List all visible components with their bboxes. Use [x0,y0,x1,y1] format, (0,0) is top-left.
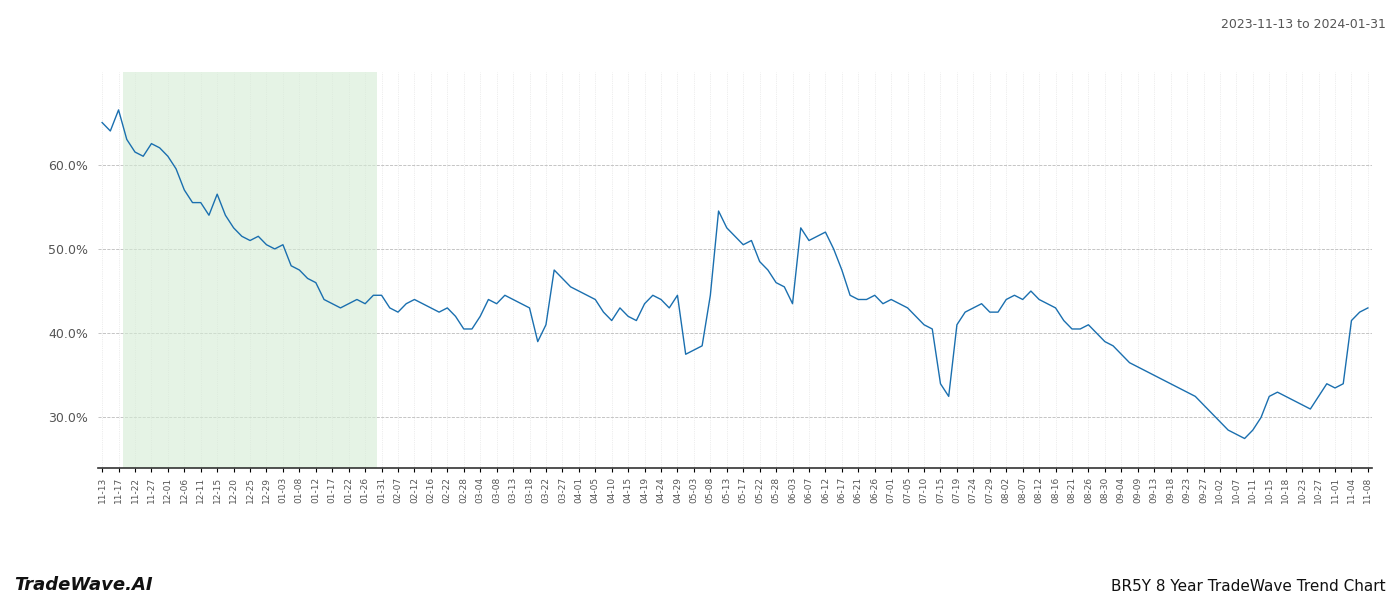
Bar [123,72,378,468]
Text: 2023-11-13 to 2024-01-31: 2023-11-13 to 2024-01-31 [1221,18,1386,31]
Text: BR5Y 8 Year TradeWave Trend Chart: BR5Y 8 Year TradeWave Trend Chart [1112,579,1386,594]
Text: TradeWave.AI: TradeWave.AI [14,576,153,594]
